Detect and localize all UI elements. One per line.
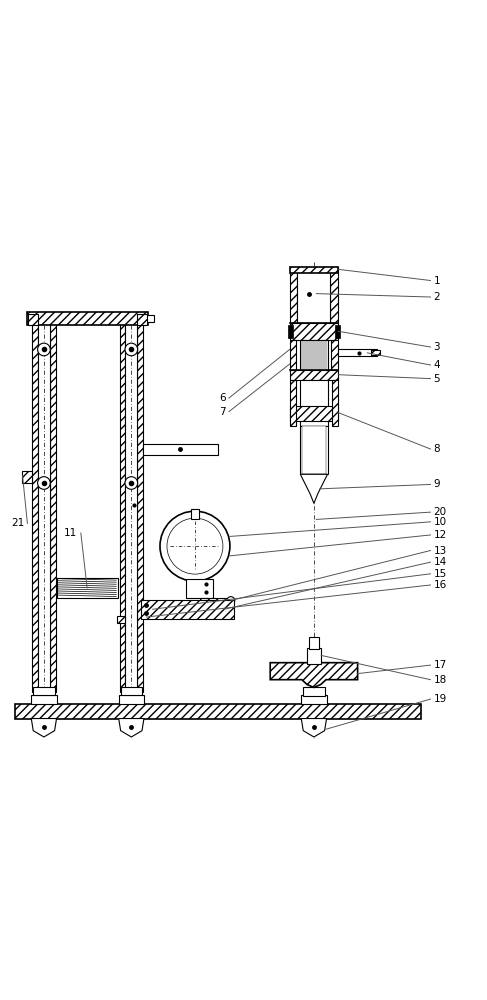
Text: 15: 15 [433,569,447,579]
Bar [300,426,328,474]
Bar [338,349,377,356]
Text: 3: 3 [433,342,440,352]
Bar [302,426,326,474]
Text: 5: 5 [433,374,440,384]
Bar [141,600,234,619]
Bar [124,726,139,731]
Bar [306,726,322,731]
Bar [290,380,296,426]
Bar [290,406,338,421]
Text: 18: 18 [433,675,447,685]
Bar [36,726,52,731]
Text: 20: 20 [433,507,447,517]
Bar [137,314,147,325]
Bar [27,312,148,325]
Text: 17: 17 [433,660,447,670]
Bar [332,380,338,426]
Text: 9: 9 [433,479,440,489]
Bar [15,704,421,719]
Bar [122,719,141,726]
Text: 16: 16 [433,580,447,590]
Text: 7: 7 [219,407,226,417]
Circle shape [37,343,50,356]
Bar [304,719,324,726]
Circle shape [160,511,230,581]
Bar [290,267,338,273]
Bar [185,602,226,617]
Bar [331,340,338,370]
Text: 21: 21 [11,518,24,528]
Bar [309,637,319,649]
Bar [143,315,154,322]
Circle shape [125,477,138,489]
Bar [290,340,297,370]
Bar [371,350,380,355]
Text: 8: 8 [433,444,440,454]
Bar [117,616,125,623]
Text: 1: 1 [433,276,440,286]
Bar [303,687,325,696]
Text: 13: 13 [433,546,447,556]
Bar [300,340,328,370]
Polygon shape [31,719,56,737]
Bar [56,578,118,598]
Bar [137,323,143,692]
Bar [190,509,199,519]
Bar [290,267,298,323]
Circle shape [125,343,138,356]
Bar [28,314,38,325]
Bar [126,323,137,692]
Bar [200,598,228,603]
Bar [307,648,321,664]
Bar [38,323,50,692]
Text: 12: 12 [433,530,447,540]
Bar [33,687,55,695]
Circle shape [37,477,50,489]
Text: 14: 14 [433,557,447,567]
Bar [32,323,38,692]
Bar [31,695,56,704]
Bar [290,323,338,340]
Polygon shape [119,719,144,737]
Polygon shape [270,663,357,687]
Bar [330,267,338,323]
Bar [335,325,340,338]
Bar [121,687,142,695]
Polygon shape [301,719,327,737]
Bar [119,695,144,704]
Text: 2: 2 [433,292,440,302]
Text: 4: 4 [433,360,440,370]
Bar [288,325,293,338]
Bar [298,267,330,323]
Bar [290,370,338,380]
Bar [120,323,126,692]
Bar [50,323,56,692]
Text: 19: 19 [433,694,447,704]
Bar [143,444,218,455]
Polygon shape [300,474,328,503]
Bar [34,719,54,726]
Text: 10: 10 [433,517,447,527]
Bar [186,579,213,598]
Bar [300,380,328,426]
Circle shape [227,597,235,604]
Bar [21,471,32,483]
Bar [301,695,327,704]
Text: 11: 11 [64,528,77,538]
Text: 6: 6 [219,393,226,403]
Circle shape [167,518,223,574]
